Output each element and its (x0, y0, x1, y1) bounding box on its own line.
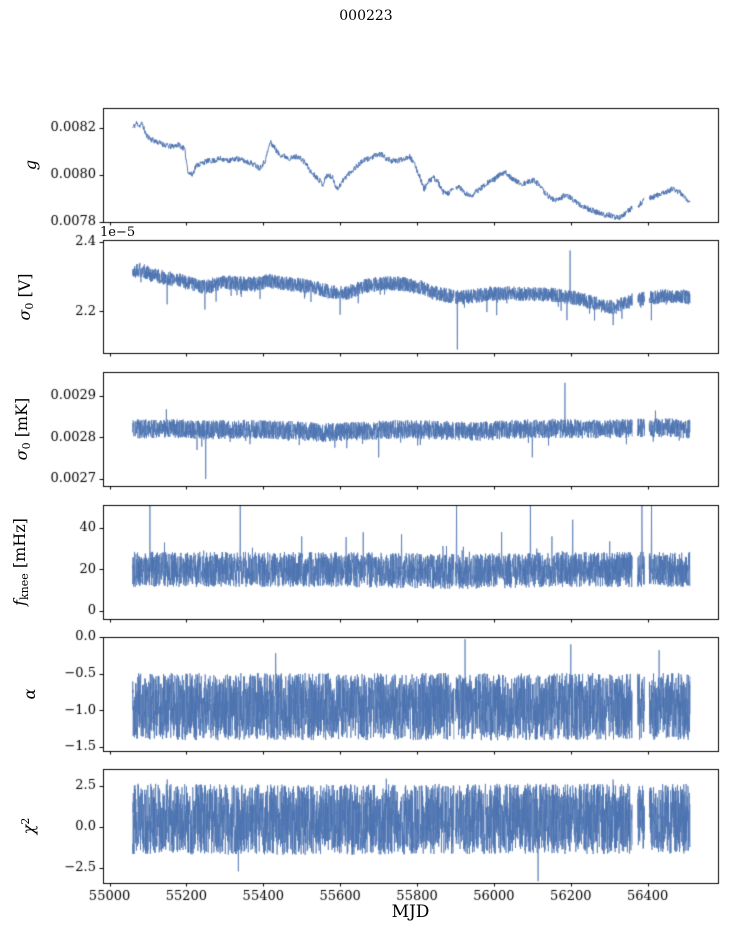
x-axis-label: MJD (391, 902, 430, 922)
y-axis-offset-text: 1e−5 (100, 225, 136, 240)
chart-title: 000223 (339, 8, 393, 24)
y-axis-label-chi2: χ2 (19, 817, 38, 835)
